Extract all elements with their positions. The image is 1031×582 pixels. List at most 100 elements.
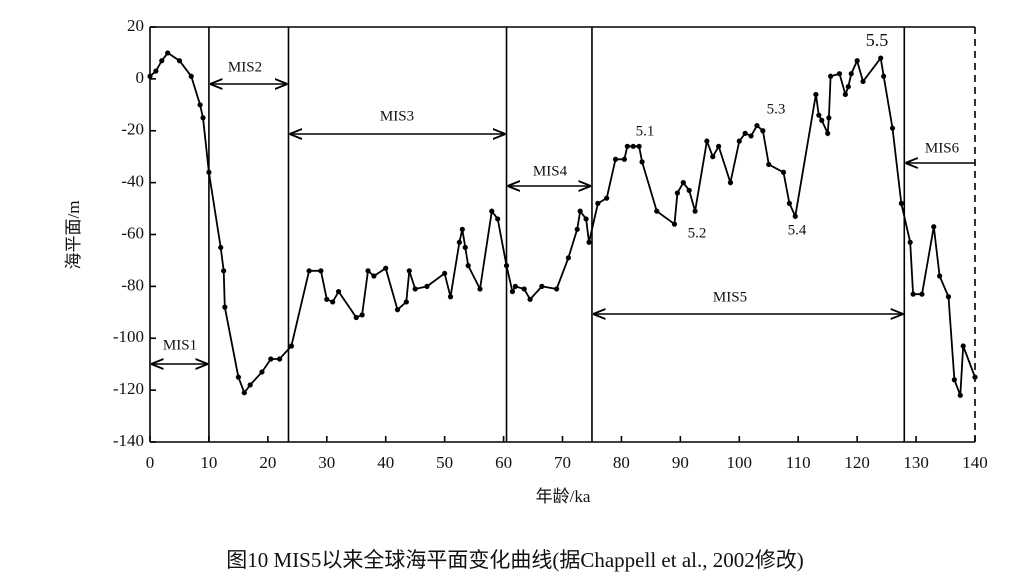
data-point xyxy=(462,244,468,251)
data-point xyxy=(937,273,943,279)
x-tick-label: 60 xyxy=(495,453,512,472)
data-point xyxy=(826,115,832,121)
data-point xyxy=(654,208,660,214)
data-point xyxy=(324,296,330,302)
x-tick-label: 20 xyxy=(259,453,276,472)
data-point xyxy=(630,143,636,149)
data-point xyxy=(910,291,916,297)
data-point xyxy=(306,268,312,274)
data-point xyxy=(813,91,819,98)
data-point xyxy=(972,374,978,380)
x-tick-label: 100 xyxy=(727,453,753,472)
data-point xyxy=(489,208,495,214)
data-point xyxy=(854,58,860,64)
data-point xyxy=(760,128,766,134)
stage-label: MIS3 xyxy=(380,108,414,124)
data-point xyxy=(639,159,645,165)
data-point xyxy=(727,180,734,186)
data-point xyxy=(318,268,324,274)
data-point xyxy=(624,143,630,149)
x-axis-label: 年龄/ka xyxy=(536,487,591,506)
data-point xyxy=(565,255,571,261)
data-point xyxy=(259,369,265,375)
data-point xyxy=(218,244,224,251)
stage-label: MIS6 xyxy=(925,140,960,156)
data-point xyxy=(277,356,283,362)
data-point xyxy=(288,343,295,349)
substage-label: 5.1 xyxy=(636,123,655,139)
sea-level-line xyxy=(149,51,976,396)
data-point xyxy=(459,226,465,232)
y-tick-label: -80 xyxy=(121,275,144,294)
data-point xyxy=(521,286,527,292)
y-tick-label: -140 xyxy=(113,431,144,450)
data-point xyxy=(574,226,580,232)
substage-label: 5.4 xyxy=(788,222,807,238)
x-tick-label: 40 xyxy=(377,453,394,472)
y-tick-label: -20 xyxy=(121,120,144,139)
y-tick-label: -120 xyxy=(113,379,144,398)
data-point xyxy=(268,356,274,362)
data-point xyxy=(951,377,957,383)
data-point xyxy=(680,180,686,186)
data-point xyxy=(188,73,194,79)
x-tick-label: 140 xyxy=(962,453,988,472)
data-point xyxy=(512,283,518,289)
data-point xyxy=(176,58,183,64)
data-point xyxy=(200,115,206,121)
substage-label: 5.5 xyxy=(866,30,889,50)
data-point xyxy=(197,102,203,108)
x-tick-label: 90 xyxy=(672,453,689,472)
x-tick-label: 50 xyxy=(436,453,453,472)
data-point xyxy=(878,55,884,61)
data-point xyxy=(898,200,904,206)
data-point xyxy=(153,68,159,74)
data-point xyxy=(716,143,722,149)
data-point xyxy=(748,133,754,139)
data-point xyxy=(577,208,583,214)
data-point xyxy=(825,130,831,136)
caption: 图10 MIS5以来全球海平面变化曲线(据Chappell et al., 20… xyxy=(226,548,803,572)
data-point xyxy=(960,343,966,349)
data-point xyxy=(907,239,913,245)
data-point xyxy=(424,283,430,289)
stage-label: MIS2 xyxy=(228,59,262,75)
x-tick-label: 30 xyxy=(318,453,335,472)
y-tick-label: -100 xyxy=(113,327,144,346)
data-point xyxy=(247,382,253,388)
x-tick-label: 110 xyxy=(786,453,811,472)
y-axis-label: 海平面/m xyxy=(64,201,83,270)
substage-label: 5.3 xyxy=(767,101,786,117)
y-tick-label: 20 xyxy=(127,16,144,35)
data-point xyxy=(674,190,681,196)
x-tick-label: 120 xyxy=(844,453,870,472)
y-tick-label: 0 xyxy=(136,68,145,87)
data-point xyxy=(241,390,247,396)
data-point xyxy=(816,112,822,118)
data-point xyxy=(766,161,772,168)
data-point xyxy=(786,200,792,206)
substage-label: 5.2 xyxy=(688,225,707,241)
data-point xyxy=(792,213,798,219)
data-point xyxy=(477,286,483,292)
x-tick-label: 80 xyxy=(613,453,630,472)
data-point xyxy=(371,273,377,279)
data-point xyxy=(710,154,716,160)
data-point xyxy=(365,268,371,274)
data-point xyxy=(780,169,787,175)
data-point xyxy=(206,169,212,175)
data-point xyxy=(147,73,153,79)
data-point xyxy=(539,283,545,289)
data-point xyxy=(931,224,937,230)
data-point xyxy=(527,296,533,302)
x-tick-label: 0 xyxy=(146,453,155,472)
data-point xyxy=(860,78,866,85)
data-point xyxy=(509,288,516,295)
data-point xyxy=(621,156,627,162)
data-point xyxy=(465,263,471,269)
data-point xyxy=(945,294,952,300)
data-point xyxy=(671,221,678,227)
data-point xyxy=(819,117,825,123)
data-point xyxy=(335,288,342,295)
data-point xyxy=(159,58,165,64)
